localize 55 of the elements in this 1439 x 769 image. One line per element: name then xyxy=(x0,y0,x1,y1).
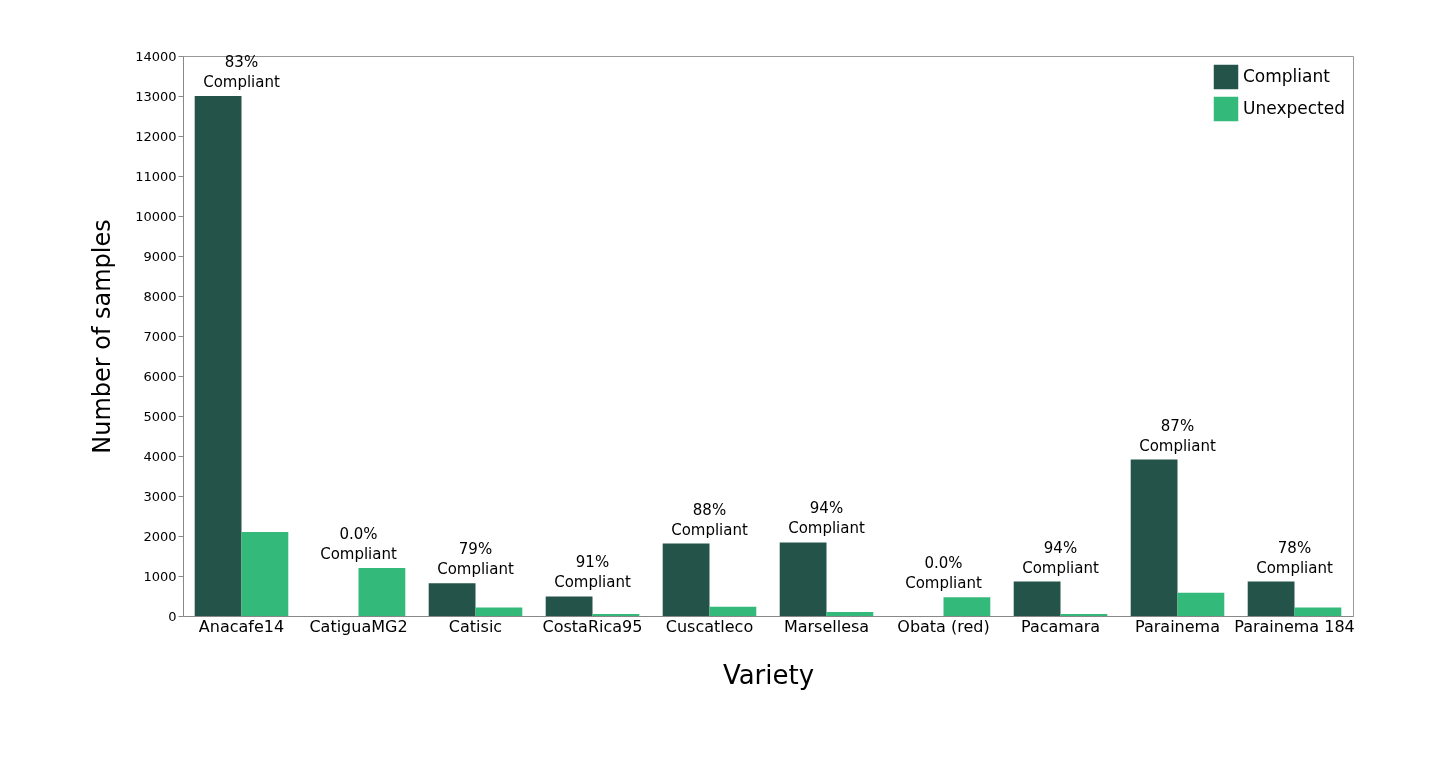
annotation: 94% Compliant xyxy=(788,499,865,538)
y-tick-label: 1000 xyxy=(143,568,177,584)
y-tick-label: 5000 xyxy=(143,408,177,424)
x-tick-label: CostaRica95 xyxy=(542,616,643,636)
bar xyxy=(709,606,757,616)
bar xyxy=(826,612,874,616)
y-tick-label: 10000 xyxy=(135,208,177,224)
bar xyxy=(1177,592,1225,616)
x-tick-label: Parainema 184 xyxy=(1234,616,1355,636)
x-tick-label: Anacafe14 xyxy=(198,616,285,636)
x-axis-title: Variety xyxy=(722,659,815,690)
x-tick-label: Parainema xyxy=(1135,616,1220,636)
y-tick-label: 8000 xyxy=(143,288,177,304)
y-tick-label: 3000 xyxy=(143,488,177,504)
x-tick-label: Marsellesa xyxy=(783,616,870,636)
x-tick-label: Catisic xyxy=(448,616,503,636)
bar xyxy=(779,542,827,616)
y-tick-label: 0 xyxy=(168,608,177,624)
bar xyxy=(1294,607,1342,616)
legend-label: Unexpected xyxy=(1243,98,1345,118)
bar xyxy=(358,568,406,616)
y-tick-label: 14000 xyxy=(135,48,177,64)
x-tick-label: Pacamara xyxy=(1020,616,1101,636)
y-tick-label: 7000 xyxy=(143,328,177,344)
x-tick-label: Obata (red) xyxy=(897,616,990,636)
bar xyxy=(241,532,289,616)
x-tick-label: Cuscatleco xyxy=(665,616,754,636)
y-tick-label: 6000 xyxy=(143,368,177,384)
y-tick-label: 2000 xyxy=(143,528,177,544)
bar xyxy=(428,583,476,616)
annotation: 94% Compliant xyxy=(1022,538,1099,577)
x-tick-label: CatiguaMG2 xyxy=(309,616,408,636)
y-tick-label: 4000 xyxy=(143,448,177,464)
y-tick-label: 11000 xyxy=(135,168,177,184)
annotation: 79% Compliant xyxy=(437,540,514,579)
annotation: 78% Compliant xyxy=(1256,538,1333,577)
bar xyxy=(545,596,593,616)
y-tick-label: 9000 xyxy=(143,248,177,264)
bar xyxy=(662,543,710,616)
legend-label: Compliant xyxy=(1243,66,1331,86)
bar xyxy=(194,96,242,616)
annotation: 0.0% Compliant xyxy=(320,525,397,563)
bar xyxy=(1013,581,1061,616)
annotation: 83% Compliant xyxy=(203,53,280,91)
annotation: 88% Compliant xyxy=(671,500,748,539)
y-tick-label: 13000 xyxy=(135,88,177,104)
y-tick-label: 12000 xyxy=(135,128,177,144)
annotation: 91% Compliant xyxy=(554,553,631,592)
bar xyxy=(1247,581,1295,616)
annotation: 0.0% Compliant xyxy=(905,554,982,593)
bar xyxy=(475,607,523,616)
bar xyxy=(1130,459,1178,616)
y-axis-title: Number of samples xyxy=(88,219,117,454)
bar xyxy=(943,597,991,616)
annotation: 87% Compliant xyxy=(1139,416,1216,455)
